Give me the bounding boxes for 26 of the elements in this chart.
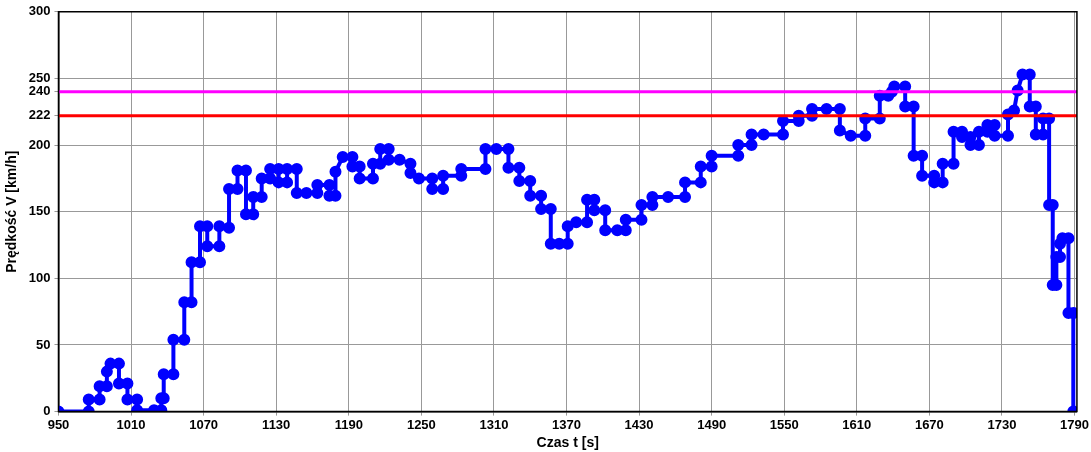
x-tick-label: 1070 bbox=[189, 416, 219, 432]
x-tick-label: 1130 bbox=[262, 416, 291, 432]
x-tick-label: 1190 bbox=[334, 416, 363, 432]
x-tick-label: 1250 bbox=[406, 416, 436, 432]
x-tick-label: 1730 bbox=[987, 416, 1017, 432]
x-tick-label: 950 bbox=[47, 416, 70, 432]
y-tick-label: 50 bbox=[36, 336, 51, 352]
y-tick-label: 250 bbox=[28, 70, 51, 86]
x-tick-label: 1370 bbox=[552, 416, 581, 432]
x-axis-title: Czas t [s] bbox=[536, 434, 599, 451]
x-tick-label: 1610 bbox=[842, 416, 872, 432]
x-tick-label: 1310 bbox=[479, 416, 509, 432]
y-tick-label: 200 bbox=[28, 136, 51, 152]
x-tick-label: 1010 bbox=[116, 416, 146, 432]
y-tick-label: 300 bbox=[28, 3, 51, 19]
y-tick-label: 240 bbox=[28, 83, 51, 99]
x-tick-label: 1550 bbox=[769, 416, 799, 432]
x-tick-label: 1670 bbox=[914, 416, 944, 432]
y-tick-label: 100 bbox=[28, 269, 51, 285]
x-tick-label: 1790 bbox=[1060, 416, 1089, 432]
y-tick-label: 150 bbox=[28, 203, 51, 219]
y-axis-title: Prędkość V [km/h] bbox=[3, 150, 20, 273]
y-tick-label: 222 bbox=[28, 107, 51, 123]
y-tick-label: 0 bbox=[43, 403, 51, 419]
x-tick-label: 1490 bbox=[697, 416, 727, 432]
x-tick-label: 1430 bbox=[624, 416, 654, 432]
